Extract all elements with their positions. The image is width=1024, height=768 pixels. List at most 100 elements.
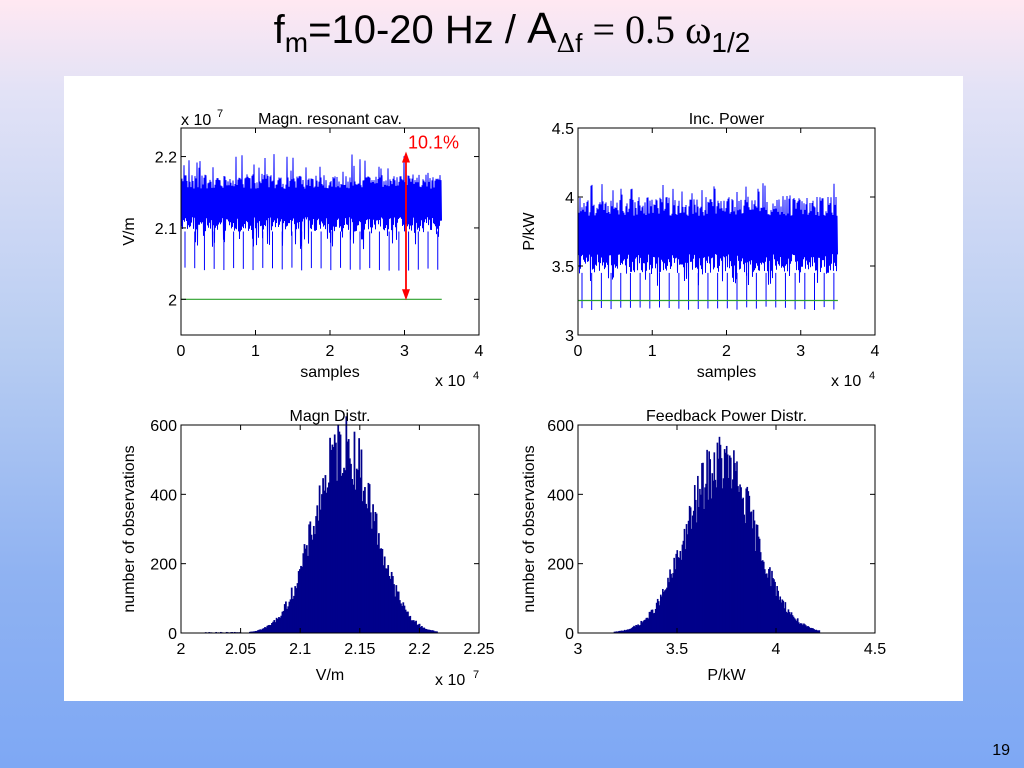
histogram-bar xyxy=(666,587,668,633)
histogram-bar xyxy=(721,488,724,633)
histogram-bar xyxy=(709,459,712,633)
histogram-bar xyxy=(318,485,321,633)
histogram-bar xyxy=(711,473,714,633)
chart-title: Inc. Power xyxy=(689,111,765,128)
y-tick-label: 4 xyxy=(565,190,574,207)
axes-frame xyxy=(180,424,480,634)
histogram-bar xyxy=(622,630,625,633)
histogram-bar xyxy=(287,606,290,633)
histogram-bar xyxy=(305,545,308,633)
histogram-bar xyxy=(676,550,679,633)
x-tick-label: 1 xyxy=(648,343,657,360)
histogram-bar xyxy=(774,581,776,633)
histogram-bar xyxy=(410,620,413,633)
x-exponent-label: x 10 xyxy=(435,373,465,390)
histogram-bar xyxy=(648,611,651,633)
histogram-bar xyxy=(330,449,333,633)
histogram-bar xyxy=(675,553,678,633)
slide-number: 19 xyxy=(992,742,1010,759)
histogram-bar xyxy=(415,620,417,633)
histogram-bar xyxy=(419,626,422,633)
y-exponent-power: 7 xyxy=(217,108,223,120)
histogram-bar xyxy=(340,475,343,633)
histogram-bar xyxy=(271,623,273,633)
histogram-bar xyxy=(294,586,297,633)
histogram-bar xyxy=(702,462,704,633)
histogram-bar xyxy=(818,630,821,633)
histogram-bar xyxy=(312,525,315,633)
histogram-bar xyxy=(233,631,236,633)
chart-1: 0 1 2 3 4 2 2.1 2.2 Magn. resonant cav. samples V/… xyxy=(121,108,484,390)
histogram-bar xyxy=(704,487,706,633)
histogram-bar xyxy=(708,451,710,633)
histogram-bar xyxy=(337,424,340,633)
histogram-bar xyxy=(432,630,435,633)
y-tick-label: 3 xyxy=(565,328,574,345)
histogram-bar xyxy=(319,509,322,633)
histogram-bar xyxy=(779,596,782,633)
histogram-bar xyxy=(767,577,769,633)
y-tick-label: 600 xyxy=(150,418,177,435)
histogram-bar xyxy=(283,604,286,633)
histogram-bar xyxy=(679,551,682,633)
histogram-bar xyxy=(275,617,278,633)
histogram-bar xyxy=(760,560,763,633)
histogram-bar xyxy=(618,630,621,633)
histogram-bar xyxy=(288,601,291,633)
histogram-bar xyxy=(328,482,330,633)
histogram-bar xyxy=(665,589,667,633)
histogram-bar xyxy=(278,617,280,633)
histogram-bar xyxy=(705,483,707,633)
histogram-bar xyxy=(669,569,671,633)
histogram-bar xyxy=(297,571,300,633)
histogram-bar xyxy=(800,623,802,633)
histogram-bar xyxy=(646,617,649,633)
histogram-bar xyxy=(384,568,387,633)
chart-title: Feedback Power Distr. xyxy=(646,408,807,425)
chart-title: Magn Distr. xyxy=(290,408,371,425)
histogram-bar xyxy=(681,544,684,633)
histogram-bar xyxy=(717,458,720,633)
histogram-bar xyxy=(286,608,288,633)
histogram-bar xyxy=(400,603,402,633)
histogram-bar xyxy=(724,452,727,633)
histogram-bar xyxy=(339,434,342,633)
histogram-bar xyxy=(641,622,644,633)
histogram-bar xyxy=(326,487,329,633)
histogram-bar xyxy=(775,595,777,633)
histogram-bar xyxy=(715,487,718,633)
histogram-bar xyxy=(664,590,666,633)
histogram-bar xyxy=(667,577,669,633)
histogram-bar xyxy=(653,612,656,633)
histogram-bar xyxy=(725,445,728,633)
histogram-bar xyxy=(382,565,385,633)
histogram-bar xyxy=(252,631,255,633)
histogram-bar xyxy=(273,620,276,633)
histogram-bar xyxy=(671,577,673,633)
histogram-bar xyxy=(366,508,369,633)
histogram-bar xyxy=(787,609,790,633)
histogram-bar xyxy=(636,625,638,633)
histogram-bar xyxy=(289,599,292,633)
histogram-bar xyxy=(754,550,757,633)
histogram-bar xyxy=(355,468,358,633)
histogram-bar xyxy=(690,528,693,633)
histogram-bar xyxy=(772,578,774,633)
histogram-bar xyxy=(388,575,391,633)
histogram-bar xyxy=(753,520,756,633)
chart-4: 3 3.5 4 4.5 0 200 400 600 Feedback Power Distr. P… xyxy=(521,408,886,684)
x-tick-label: 2.25 xyxy=(463,641,494,658)
x-exponent-power: 4 xyxy=(869,370,875,382)
histogram-bar xyxy=(260,629,263,633)
histogram-bar xyxy=(731,488,733,633)
histogram-bar xyxy=(661,596,663,633)
histogram-bar xyxy=(749,512,752,633)
histogram-bar xyxy=(652,613,655,633)
y-tick-label: 2.2 xyxy=(155,150,177,167)
histogram-bar xyxy=(344,470,347,633)
histogram-bar xyxy=(352,484,355,633)
histogram-bar xyxy=(376,544,379,633)
histogram-bar xyxy=(744,523,747,633)
histogram-bar xyxy=(323,490,326,633)
histogram-bar xyxy=(732,479,734,633)
